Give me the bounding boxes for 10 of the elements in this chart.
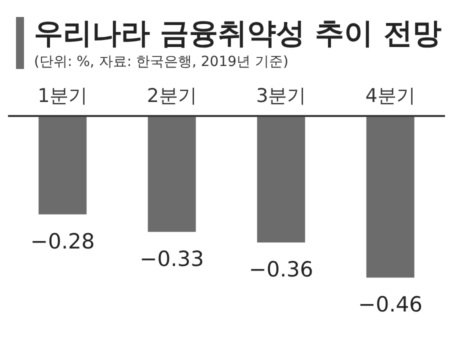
x-tick-label: 3분기 [256,85,306,107]
chart-title: 우리나라 금융취약성 추이 전망 [34,15,442,52]
data-label: −0.36 [248,257,314,282]
x-tick-label: 1분기 [38,85,88,107]
data-label: −0.33 [140,246,204,271]
x-tick-label: 4분기 [365,85,416,107]
data-label: −0.46 [358,292,423,317]
data-label: −0.28 [30,229,95,254]
x-tick-label: 2분기 [146,85,197,107]
chart-subtitle: (단위: %, 자료: 한국은행, 2019년 기준) [34,53,288,71]
